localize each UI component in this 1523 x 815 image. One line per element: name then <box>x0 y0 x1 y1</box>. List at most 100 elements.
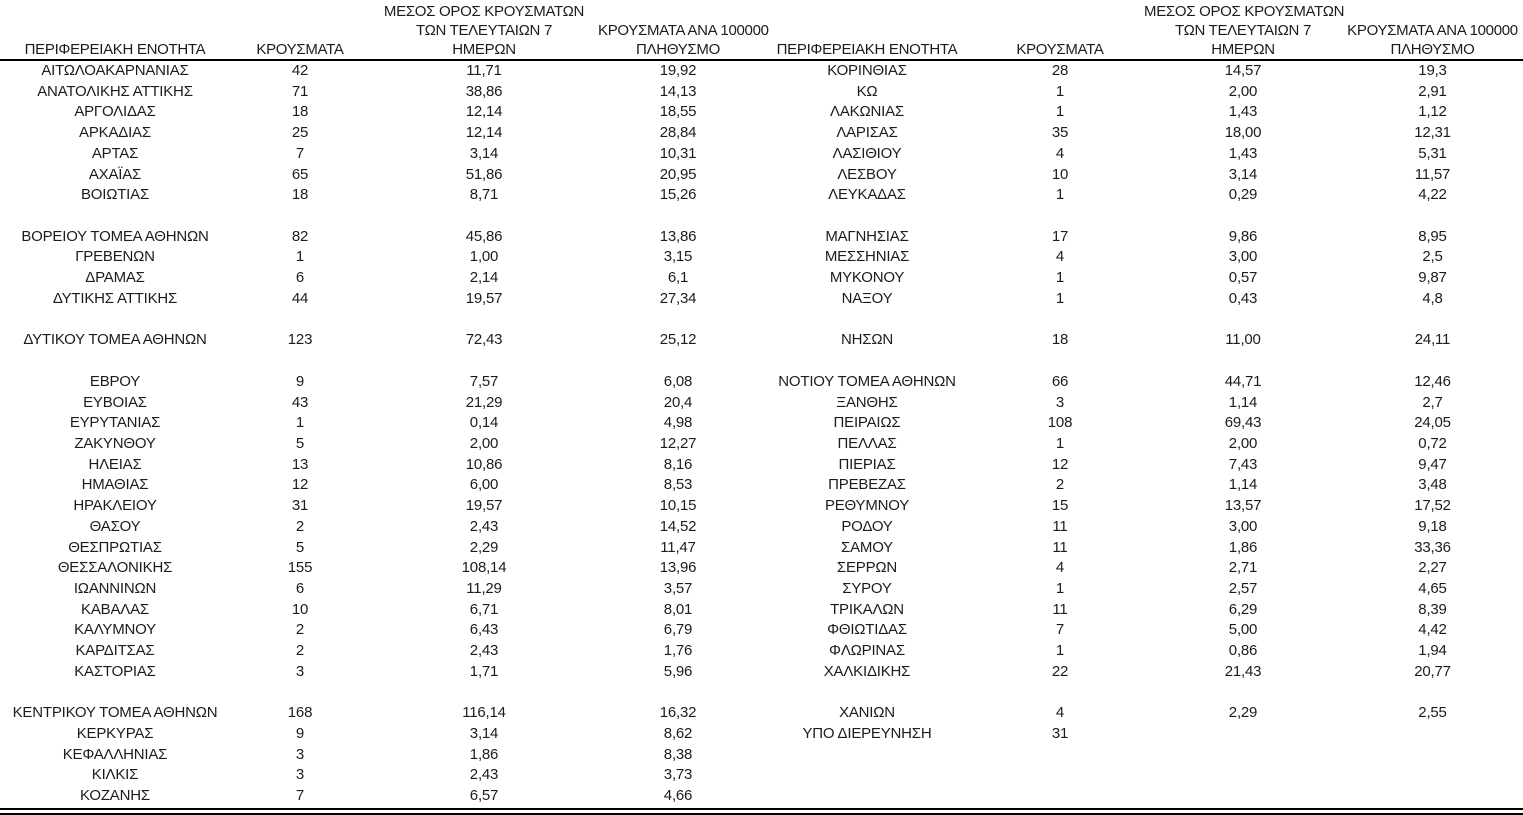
cases-cell: 18 <box>291 186 309 204</box>
cases-cell: 4 <box>1055 144 1065 162</box>
avg7-cell <box>1144 724 1342 745</box>
spacer-row <box>758 786 1523 807</box>
table-row: ΠΡΕΒΕΖΑΣ 2 1,14 3,48 <box>758 475 1523 496</box>
avg7-cell: 18,00 <box>1224 124 1262 142</box>
avg7-cell <box>1144 745 1342 766</box>
region-cell: ΠΡΕΒΕΖΑΣ <box>828 476 906 494</box>
avg7-cell: 11,00 <box>1225 331 1261 349</box>
table-row: ΝΟΤΙΟΥ ΤΟΜΕΑ ΑΘΗΝΩΝ 66 44,71 12,46 <box>758 372 1523 393</box>
col-header-avg7: ΜΕΣΟΣ ΟΡΟΣ ΚΡΟΥΣΜΑΤΩΝ ΤΩΝ ΤΕΛΕΥΤΑΙΩΝ 7 Η… <box>370 0 598 61</box>
region-cell: ΗΡΑΚΛΕΙΟΥ <box>73 497 157 515</box>
avg7-cell: 44,71 <box>1224 372 1262 390</box>
avg7-cell: 1,43 <box>1228 144 1258 162</box>
per100k-cell <box>1342 724 1523 745</box>
avg7-cell: 0,29 <box>1228 186 1258 204</box>
avg7-cell: 108,14 <box>461 559 507 577</box>
table-row: ΑΧΑΪΑΣ 65 51,86 20,95 <box>0 165 758 186</box>
per100k-cell: 3,57 <box>663 579 693 597</box>
cases-cell: 28 <box>1051 62 1069 79</box>
table-row: ΑΡΚΑΔΙΑΣ 25 12,14 28,84 <box>0 123 758 144</box>
per100k-cell: 13,96 <box>659 559 697 577</box>
table-row: ΚΕΝΤΡΙΚΟΥ ΤΟΜΕΑ ΑΘΗΝΩΝ 168 116,14 16,32 <box>0 703 758 724</box>
per100k-cell: 6,79 <box>663 621 693 639</box>
table-row: ΚΑΛΥΜΝΟΥ 2 6,43 6,79 <box>0 620 758 641</box>
avg7-cell <box>370 310 598 331</box>
avg7-cell: 8,71 <box>469 186 499 204</box>
avg7-cell: 2,43 <box>469 517 499 535</box>
table-row: ΑΙΤΩΛΟΑΚΑΡΝΑΝΙΑΣ 42 11,71 19,92 <box>0 60 758 82</box>
region-cell <box>758 683 976 704</box>
cases-cell: 108 <box>1047 414 1073 432</box>
avg7-cell: 13,57 <box>1224 497 1262 515</box>
region-cell: ΠΙΕΡΙΑΣ <box>838 455 896 473</box>
table-row: ΛΑΡΙΣΑΣ 35 18,00 12,31 <box>758 123 1523 144</box>
spacer-row <box>758 206 1523 227</box>
table-row: ΛΑΣΙΘΙΟΥ 4 1,43 5,31 <box>758 144 1523 165</box>
per100k-cell <box>1342 310 1523 331</box>
cases-cell: 1 <box>1055 289 1065 307</box>
cases-cell: 11 <box>1052 517 1068 535</box>
region-cell: ΝΟΤΙΟΥ ΤΟΜΕΑ ΑΘΗΝΩΝ <box>778 372 956 390</box>
cases-cell: 44 <box>291 289 309 307</box>
region-cell: ΘΕΣΠΡΩΤΙΑΣ <box>68 538 162 556</box>
cases-cell: 1 <box>1055 579 1065 597</box>
cases-cell <box>976 765 1144 786</box>
cases-cell: 7 <box>1055 621 1065 639</box>
region-cell <box>758 206 976 227</box>
avg7-cell: 2,00 <box>469 434 499 452</box>
table-row: ΗΡΑΚΛΕΙΟΥ 31 19,57 10,15 <box>0 496 758 517</box>
per100k-cell: 2,7 <box>1422 393 1443 411</box>
region-cell: ΚΕΝΤΡΙΚΟΥ ΤΟΜΕΑ ΑΘΗΝΩΝ <box>12 704 218 722</box>
avg7-cell: 21,43 <box>1224 662 1262 680</box>
cases-cell: 18 <box>1051 331 1069 349</box>
per100k-cell: 19,3 <box>1418 62 1447 79</box>
per100k-cell: 19,92 <box>659 62 697 79</box>
table-row: ΔΡΑΜΑΣ 6 2,14 6,1 <box>0 268 758 289</box>
per100k-cell: 8,01 <box>663 600 693 618</box>
table-row: ΡΕΘΥΜΝΟΥ 15 13,57 17,52 <box>758 496 1523 517</box>
cases-cell: 25 <box>291 124 309 142</box>
cases-cell: 12 <box>1051 455 1069 473</box>
region-cell <box>758 745 976 766</box>
region-cell <box>758 351 976 372</box>
region-cell: ΠΕΛΛΑΣ <box>837 434 897 452</box>
cases-cell: 1 <box>1055 103 1065 121</box>
per100k-cell: 12,46 <box>1414 372 1451 390</box>
cases-cell: 31 <box>1051 725 1069 742</box>
avg7-cell: 3,00 <box>1228 248 1258 266</box>
region-cell: ΛΕΣΒΟΥ <box>837 165 897 183</box>
cases-cell: 22 <box>1051 662 1069 680</box>
per100k-cell: 14,52 <box>659 517 697 535</box>
spacer-row <box>0 206 758 227</box>
table-row: ΝΗΣΩΝ 18 11,00 24,11 <box>758 330 1523 351</box>
region-cell: ΑΝΑΤΟΛΙΚΗΣ ΑΤΤΙΚΗΣ <box>37 82 193 100</box>
table-row: ΘΕΣΣΑΛΟΝΙΚΗΣ 155 108,14 13,96 <box>0 558 758 579</box>
header-row: ΠΕΡΙΦΕΡΕΙΑΚΗ ΕΝΟΤΗΤΑ ΚΡΟΥΣΜΑΤΑ ΜΕΣΟΣ ΟΡΟ… <box>0 0 769 61</box>
per100k-cell: 8,62 <box>663 725 693 742</box>
avg7-cell: 2,57 <box>1228 579 1258 597</box>
region-cell: ΒΟΙΩΤΙΑΣ <box>80 186 150 204</box>
per100k-cell: 4,8 <box>1422 289 1443 307</box>
per100k-cell: 33,36 <box>1414 538 1451 556</box>
region-cell <box>758 310 976 331</box>
table-row: ΚΩ 1 2,00 2,91 <box>758 82 1523 103</box>
per100k-cell: 18,55 <box>659 103 697 121</box>
cases-cell: 1 <box>295 248 305 266</box>
region-cell <box>758 786 976 807</box>
region-cell: ΚΕΦΑΛΛΗΝΙΑΣ <box>62 745 168 763</box>
right-table: ΠΕΡΙΦΕΡΕΙΑΚΗ ΕΝΟΤΗΤΑ ΚΡΟΥΣΜΑΤΑ ΜΕΣΟΣ ΟΡΟ… <box>758 0 1523 807</box>
cases-cell: 12 <box>291 476 309 494</box>
col-header-cases: ΚΡΟΥΣΜΑΤΑ <box>976 0 1144 61</box>
cases-cell: 17 <box>1051 227 1069 245</box>
avg7-cell: 12,14 <box>465 103 503 121</box>
cases-cell: 4 <box>1055 559 1065 577</box>
per100k-cell: 0,72 <box>1418 434 1447 452</box>
per100k-cell: 4,65 <box>1418 579 1447 597</box>
cases-cell: 3 <box>295 745 305 763</box>
region-cell: ΑΡΚΑΔΙΑΣ <box>79 124 151 142</box>
cases-cell: 66 <box>1051 372 1069 390</box>
region-cell: ΗΛΕΙΑΣ <box>88 455 142 473</box>
region-cell: ΘΕΣΣΑΛΟΝΙΚΗΣ <box>57 559 173 577</box>
avg7-cell: 7,43 <box>1228 455 1258 473</box>
